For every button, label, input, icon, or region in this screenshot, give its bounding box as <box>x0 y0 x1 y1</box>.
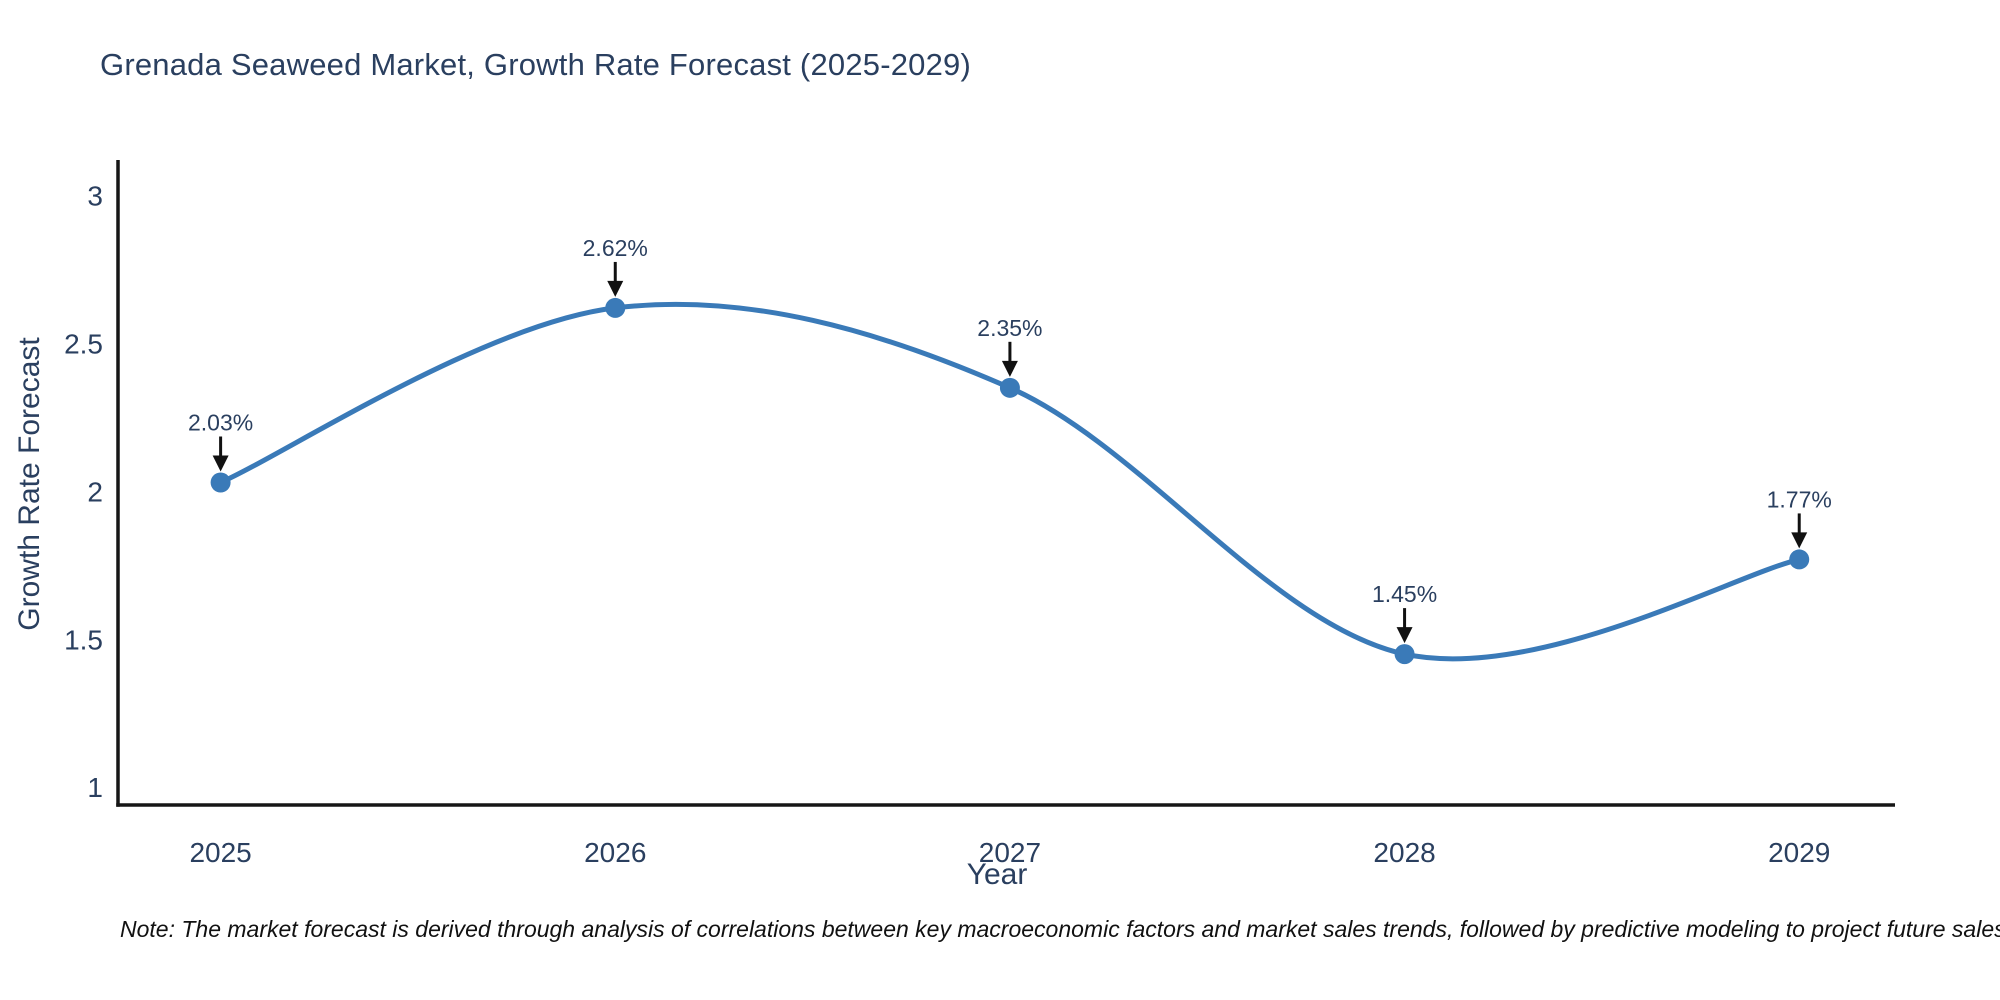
annotation-arrow-head <box>607 280 624 297</box>
annotation-arrow-head <box>1396 627 1413 644</box>
annotation-arrow-head <box>212 455 229 472</box>
footnote: Note: The market forecast is derived thr… <box>120 916 2000 942</box>
x-tick-label: 2029 <box>1768 837 1830 868</box>
data-point-marker-2025[interactable] <box>210 472 231 493</box>
annotation-arrow-head <box>1001 360 1018 377</box>
x-tick-label: 2027 <box>979 837 1041 868</box>
y-tick-label: 3 <box>87 181 103 212</box>
data-point-label: 1.77% <box>1767 486 1832 512</box>
chart-title: Grenada Seaweed Market, Growth Rate Fore… <box>100 47 972 82</box>
y-tick-label: 2.5 <box>64 328 103 359</box>
y-tick-label: 2 <box>87 476 103 507</box>
x-axis-title: Year <box>966 858 1028 891</box>
data-point-marker-2026[interactable] <box>605 297 626 318</box>
data-point-label: 2.62% <box>583 235 648 261</box>
annotation-arrow-head <box>1791 532 1808 549</box>
x-tick-label: 2026 <box>584 837 646 868</box>
y-tick-label: 1.5 <box>64 624 103 655</box>
x-tick-label: 2028 <box>1373 837 1435 868</box>
data-point-marker-2027[interactable] <box>999 377 1020 398</box>
data-point-label: 2.35% <box>977 315 1042 341</box>
x-tick-label: 2025 <box>189 837 251 868</box>
y-tick-label: 1 <box>87 772 103 803</box>
data-point-label: 1.45% <box>1372 581 1437 607</box>
data-point-marker-2028[interactable] <box>1394 644 1415 665</box>
data-point-label: 2.03% <box>188 410 253 436</box>
data-point-marker-2029[interactable] <box>1789 549 1810 570</box>
